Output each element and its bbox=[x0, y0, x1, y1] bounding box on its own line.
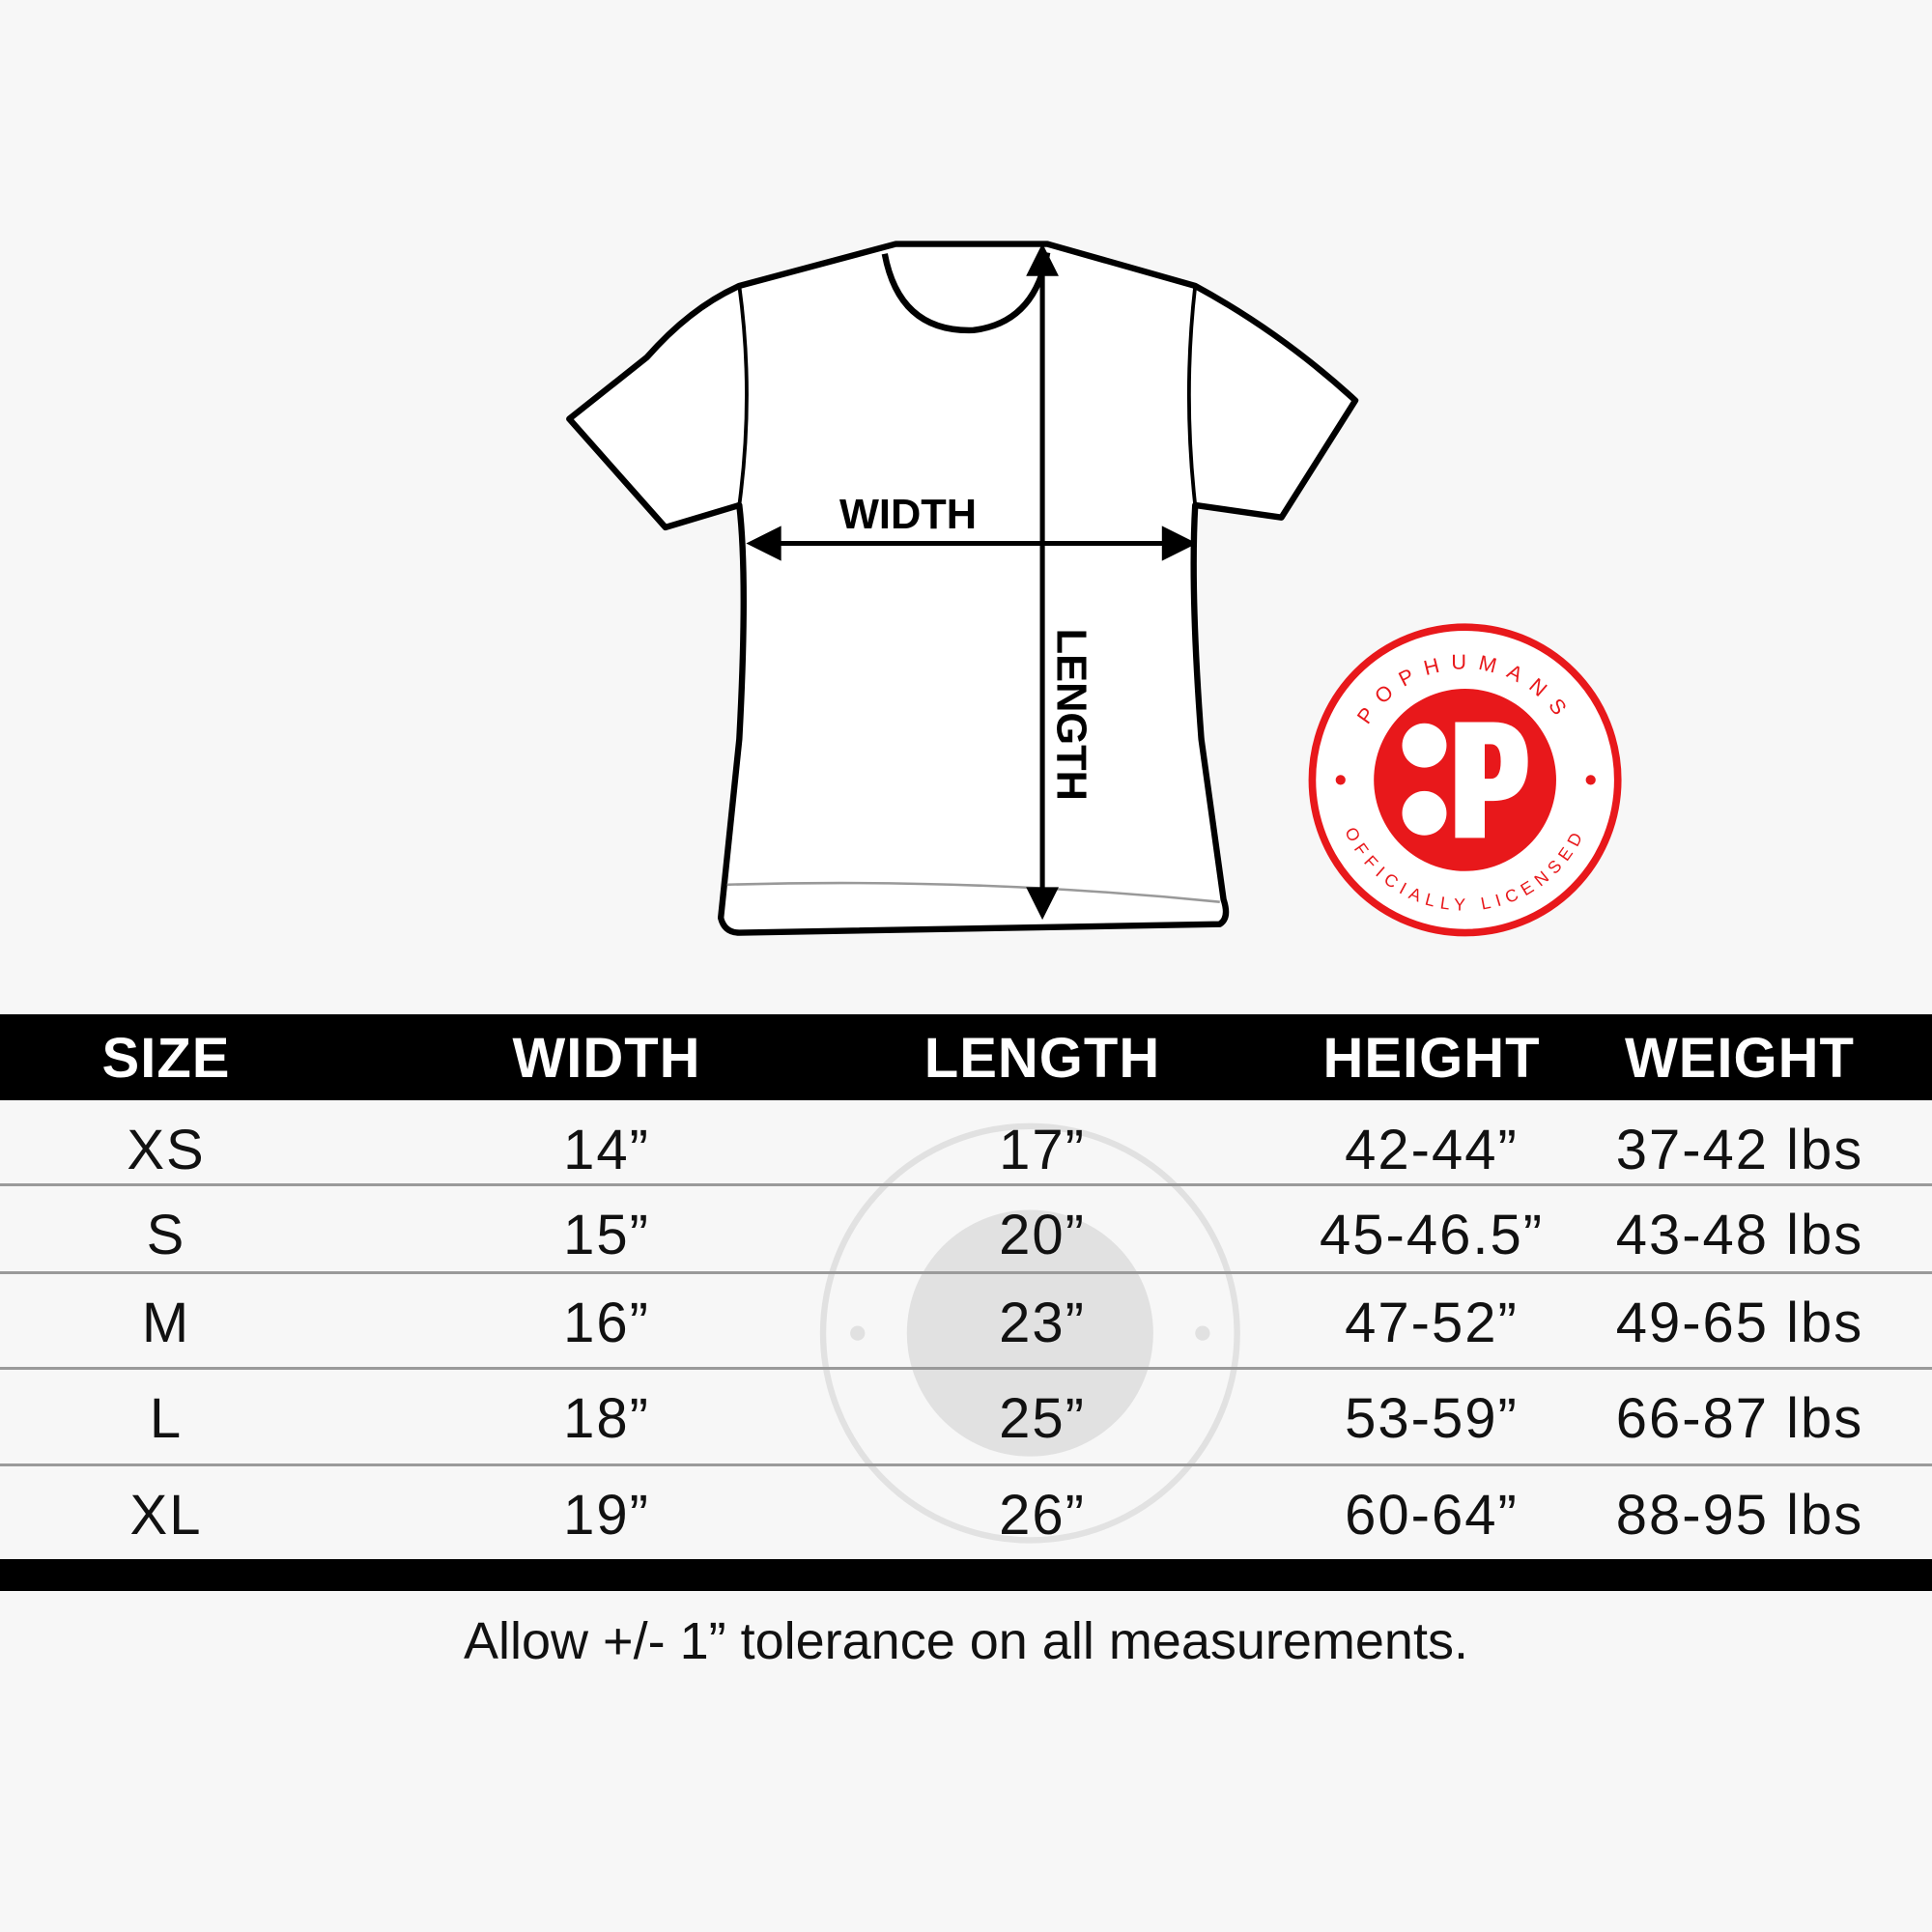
table-row: M 16” 23” 47-52” 49-65 lbs bbox=[0, 1273, 1932, 1368]
table-cell: 17” bbox=[999, 1119, 1086, 1181]
table-row: XS 14” 17” 42-44” 37-42 lbs bbox=[0, 1100, 1932, 1195]
width-label: WIDTH bbox=[839, 492, 977, 538]
table-cell: 14” bbox=[563, 1119, 650, 1181]
officially-licensed-badge: POPHUMANS OFFICIALLY LICENSED bbox=[1308, 623, 1622, 937]
length-label: LENGTH bbox=[1047, 629, 1094, 801]
table-row: S 15” 20” 45-46.5” 43-48 lbs bbox=[0, 1185, 1932, 1280]
table-cell: XS bbox=[127, 1119, 206, 1181]
table-cell: 23” bbox=[999, 1292, 1086, 1354]
table-cell: 26” bbox=[999, 1484, 1086, 1547]
table-cell: 16” bbox=[563, 1292, 650, 1354]
table-cell: 15” bbox=[563, 1204, 650, 1266]
tshirt-outline bbox=[566, 241, 1359, 936]
table-cell: 37-42 lbs bbox=[1615, 1119, 1864, 1181]
table-row: L 18” 25” 53-59” 66-87 lbs bbox=[0, 1369, 1932, 1463]
table-cell: 18” bbox=[563, 1387, 650, 1450]
table-cell: 88-95 lbs bbox=[1615, 1484, 1864, 1547]
row-divider bbox=[0, 1183, 1932, 1186]
table-cell: S bbox=[146, 1204, 186, 1266]
table-cell: 66-87 lbs bbox=[1615, 1387, 1864, 1450]
row-divider bbox=[0, 1463, 1932, 1466]
tolerance-note: Allow +/- 1” tolerance on all measuremen… bbox=[464, 1612, 1468, 1670]
table-cell: M bbox=[141, 1292, 191, 1354]
header-length: LENGTH bbox=[923, 1027, 1161, 1090]
table-cell: 25” bbox=[999, 1387, 1086, 1450]
table-cell: 60-64” bbox=[1345, 1484, 1519, 1547]
table-cell: 45-46.5” bbox=[1319, 1204, 1545, 1266]
table-bottom-bar bbox=[0, 1559, 1932, 1591]
measure-arrows bbox=[746, 242, 1198, 921]
table-cell: 47-52” bbox=[1345, 1292, 1519, 1354]
header-width: WIDTH bbox=[512, 1027, 701, 1090]
table-cell: 20” bbox=[999, 1204, 1086, 1266]
table-cell: L bbox=[149, 1387, 184, 1450]
table-cell: 19” bbox=[563, 1484, 650, 1547]
header-size: SIZE bbox=[101, 1027, 231, 1090]
row-divider bbox=[0, 1367, 1932, 1370]
table-cell: XL bbox=[129, 1484, 203, 1547]
table-row: XL 19” 26” 60-64” 88-95 lbs bbox=[0, 1465, 1932, 1560]
table-cell: 42-44” bbox=[1345, 1119, 1519, 1181]
header-height: HEIGHT bbox=[1322, 1027, 1541, 1090]
table-cell: 53-59” bbox=[1345, 1387, 1519, 1450]
header-weight: WEIGHT bbox=[1625, 1027, 1855, 1090]
table-cell: 49-65 lbs bbox=[1615, 1292, 1864, 1354]
row-divider bbox=[0, 1271, 1932, 1274]
table-header bbox=[0, 1014, 1932, 1100]
table-cell: 43-48 lbs bbox=[1615, 1204, 1864, 1266]
